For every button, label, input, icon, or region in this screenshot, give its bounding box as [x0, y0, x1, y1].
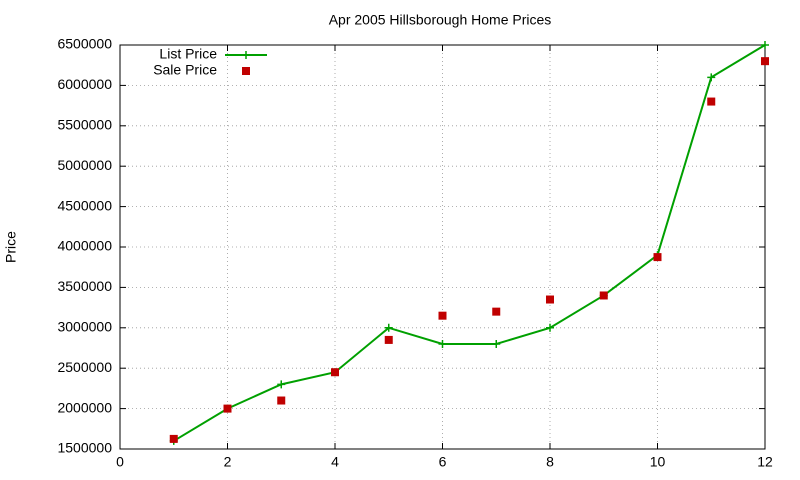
point-marker: [653, 253, 662, 262]
y-tick-label: 5000000: [57, 157, 112, 173]
legend-swatch: [242, 67, 250, 75]
point-marker: [277, 380, 286, 389]
y-tick-label: 3000000: [57, 319, 112, 335]
point-marker: [384, 323, 393, 332]
point-marker: [438, 311, 447, 320]
y-tick-label: 5500000: [57, 117, 112, 133]
point-marker: [546, 295, 554, 304]
y-tick-label: 2500000: [57, 359, 112, 375]
legend-label: List Price: [159, 46, 217, 62]
point-marker: [707, 97, 716, 106]
y-tick-label: 6500000: [57, 36, 112, 52]
x-tick-label: 10: [650, 454, 666, 470]
point-marker: [384, 335, 393, 344]
y-tick-label: 4000000: [57, 238, 112, 254]
y-tick-label: 1500000: [57, 440, 112, 456]
x-tick-label: 6: [439, 454, 447, 470]
x-tick-label: 8: [546, 454, 554, 470]
point-marker: [546, 323, 554, 332]
point-marker: [331, 368, 339, 377]
series-line: [173, 44, 766, 442]
legend-swatch: [242, 51, 250, 59]
point-marker: [223, 404, 232, 413]
plot-frame: [119, 44, 766, 450]
y-axis-label: Price: [3, 231, 19, 263]
chart-title: Apr 2005 Hillsborough Home Prices: [329, 12, 552, 28]
x-tick-label: 4: [331, 454, 339, 470]
y-tick-label: 6000000: [57, 76, 112, 92]
point-marker: [599, 291, 608, 300]
x-tick-label: 2: [224, 454, 232, 470]
point-marker: [761, 41, 769, 49]
point-marker: [761, 57, 769, 66]
x-tick-label: 12: [757, 454, 773, 470]
y-tick-label: 2000000: [57, 399, 112, 415]
x-tick-label: 0: [116, 454, 124, 470]
point-marker: [707, 73, 716, 82]
point-marker: [277, 396, 286, 405]
y-tick-label: 3500000: [57, 278, 112, 294]
point-marker: [492, 339, 501, 348]
legend-label: Sale Price: [153, 62, 217, 78]
y-tick-label: 4500000: [57, 197, 112, 213]
point-marker: [438, 339, 447, 348]
point-marker: [169, 434, 178, 443]
point-marker: [492, 307, 501, 316]
